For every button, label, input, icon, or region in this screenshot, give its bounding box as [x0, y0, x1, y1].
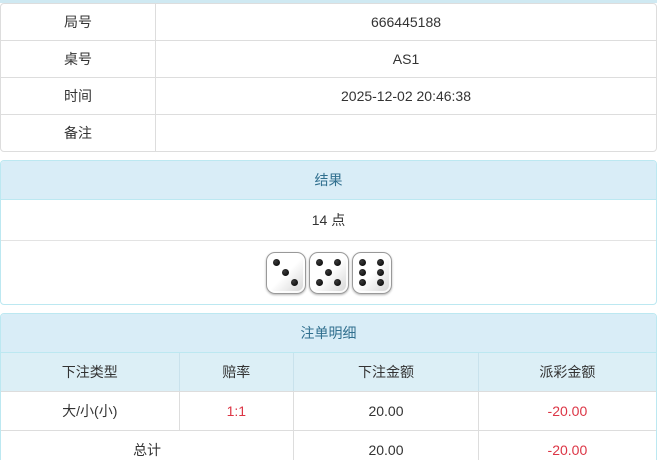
- result-panel: 结果 14 点: [0, 160, 657, 305]
- die-3-icon: [265, 251, 306, 294]
- dice-row: [1, 241, 656, 304]
- total-label: 总计: [133, 442, 162, 458]
- col-header-bet-amount: 下注金额: [293, 353, 478, 391]
- time-value: 2025-12-02 20:46:38: [341, 88, 471, 104]
- table-row: 备注: [1, 115, 656, 151]
- col-header-payout: 派彩金额: [477, 353, 656, 391]
- remark-value: [156, 115, 656, 151]
- bet-type-value: 大/小(小): [62, 403, 118, 419]
- remark-label: 备注: [1, 115, 156, 151]
- bet-details-title: 注单明细: [1, 314, 656, 353]
- bet-row: 大/小(小) 1:1 20.00 -20.00: [1, 391, 656, 430]
- table-row: 桌号 AS1: [1, 41, 656, 78]
- total-payout: -20.00: [477, 431, 656, 460]
- bet-details-panel: 注单明细 下注类型 赔率 下注金额 派彩金额 大/小(小) 1:1 20.00 …: [0, 313, 657, 460]
- bet-table-header-row: 下注类型 赔率 下注金额 派彩金额: [1, 353, 656, 391]
- table-number-label: 桌号: [1, 41, 156, 77]
- total-bet-amount: 20.00: [293, 431, 478, 460]
- result-panel-title: 结果: [1, 161, 656, 200]
- bet-payout-value: -20.00: [477, 392, 656, 430]
- bet-odds-value: 1:1: [178, 392, 294, 430]
- round-number-value: 666445188: [370, 14, 442, 30]
- table-row: 时间 2025-12-02 20:46:38: [1, 78, 656, 115]
- total-row: 总计 20.00 -20.00: [1, 430, 656, 460]
- die-6-icon: [351, 251, 392, 294]
- top-edge-strip: [0, 0, 657, 3]
- col-header-odds: 赔率: [178, 353, 294, 391]
- die-5-icon: [308, 251, 349, 294]
- game-info-panel: 局号 666445188 桌号 AS1 时间 2025-12-02 20:46:…: [0, 3, 657, 152]
- col-header-bet-type: 下注类型: [61, 364, 118, 380]
- time-label: 时间: [1, 78, 156, 114]
- bet-amount-value: 20.00: [293, 392, 478, 430]
- round-number-label: 局号: [1, 4, 156, 40]
- result-points: 14 点: [1, 200, 656, 241]
- table-row: 局号 666445188: [1, 4, 656, 41]
- table-number-value: AS1: [392, 51, 420, 67]
